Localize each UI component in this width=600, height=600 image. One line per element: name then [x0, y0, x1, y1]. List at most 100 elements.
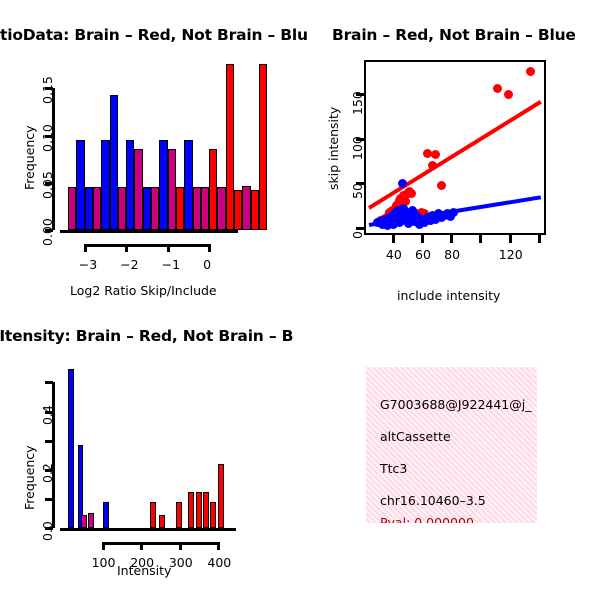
y-axis-tick-label: 0.4 — [40, 404, 55, 425]
y-axis-tick — [356, 226, 365, 230]
y-axis-tick-label: 0.0 — [40, 521, 55, 541]
x-axis-tick-label: 400 — [207, 555, 232, 570]
y-axis-tick-label: 150 — [350, 91, 365, 115]
y-axis-tick — [356, 182, 365, 186]
x-tick-rail — [84, 244, 210, 247]
histogram-bar — [209, 148, 218, 230]
x-axis-line — [60, 528, 236, 531]
panel-scatter-ylabel: skip intensity — [326, 106, 341, 190]
scatter-point — [448, 208, 458, 218]
info-event-type: altCassette — [380, 429, 451, 444]
panel-ratio-histogram: RatioData: Brain – Red, Not Brain – Blu … — [0, 0, 308, 310]
x-tick-rail — [102, 542, 219, 545]
y-axis-tick-label: 0 — [350, 230, 365, 239]
y-axis-line — [52, 382, 55, 528]
scatter-point — [437, 180, 447, 190]
scatter-point — [408, 205, 418, 215]
x-axis-tick — [450, 234, 454, 243]
x-axis-tick-label: −3 — [78, 257, 98, 272]
x-axis-tick-label: 0 — [203, 257, 212, 272]
histogram-bar — [196, 491, 202, 528]
info-gene-symbol: Ttc3 — [380, 461, 408, 476]
x-axis-tick — [479, 234, 483, 243]
histogram-bar — [117, 187, 127, 230]
x-axis-tick — [208, 244, 212, 252]
scatter-point — [394, 218, 404, 228]
y-axis-tick — [45, 134, 53, 138]
histogram-bar — [167, 148, 176, 230]
panel-ratio-histogram-title: RatioData: Brain – Red, Not Brain – Blu — [0, 26, 308, 44]
scatter-point — [422, 149, 432, 159]
histogram-bar — [76, 139, 85, 230]
gene-info-box: G7003688@J922441@j_ altCassette Ttc3 chr… — [366, 367, 537, 523]
x-axis-tick-label: 40 — [385, 247, 402, 262]
histogram-bar — [202, 491, 209, 528]
histogram-bar — [101, 139, 110, 230]
histogram-bar — [67, 369, 74, 528]
scatter-point — [406, 188, 416, 198]
scatter-point — [492, 84, 502, 94]
panel-ratio-histogram-xlabel: Log2 Ratio Skip/Include — [70, 283, 217, 298]
y-axis-tick — [45, 527, 53, 530]
histogram-bar — [81, 514, 88, 528]
y-axis-tick — [45, 381, 53, 385]
panel-intensity-histogram-title: ne Itensity: Brain – Red, Not Brain – B — [0, 327, 294, 345]
histogram-bar — [84, 187, 93, 230]
histogram-bar — [234, 190, 243, 230]
histogram-bar — [149, 501, 156, 528]
x-axis-tick — [392, 234, 396, 243]
histogram-bar — [242, 185, 251, 230]
y-axis-tick — [45, 497, 53, 501]
histogram-bar — [93, 187, 102, 230]
histogram-bar — [175, 187, 185, 230]
x-axis-tick-label: −2 — [120, 257, 139, 272]
x-axis-tick — [217, 542, 221, 550]
x-axis-tick — [125, 244, 129, 252]
scatter-plot-box — [364, 60, 546, 235]
info-pval: Pval: 0.000000 — [380, 515, 474, 523]
x-axis-tick-label: 60 — [415, 247, 431, 262]
histogram-bar — [68, 187, 77, 230]
y-axis-tick-label: 0.2 — [40, 462, 55, 483]
y-axis-tick-label: 0.05 — [40, 170, 55, 199]
y-axis-tick-label: 50 — [350, 183, 365, 200]
y-axis-tick-label: 0.00 — [40, 218, 55, 246]
histogram-bar — [175, 501, 182, 528]
panel-scatter-xlabel: include intensity — [397, 288, 501, 303]
histogram-bar — [77, 445, 84, 528]
x-axis-tick — [140, 542, 144, 550]
y-axis-tick — [45, 410, 53, 414]
y-axis-line — [52, 88, 55, 230]
y-axis-tick — [45, 468, 53, 472]
y-axis-tick — [45, 181, 53, 185]
histogram-bar — [142, 187, 152, 230]
scatter-point — [403, 219, 413, 229]
histogram-bar — [102, 501, 109, 528]
panel-info: G7003688@J922441@j_ altCassette Ttc3 chr… — [300, 310, 600, 600]
x-axis-tick — [101, 542, 105, 550]
regression-line — [367, 100, 542, 211]
y-axis-tick-label: 0.15 — [40, 76, 55, 105]
panel-ratio-histogram-plotarea: 0.00 0.05 0.10 0.15 −3 −2 −1 0 — [40, 60, 268, 272]
panel-intensity-histogram-plotarea: 0.0 0.2 0.4 100 200 300 400 — [40, 365, 236, 570]
scatter-point — [431, 214, 441, 224]
histogram-bar — [109, 95, 118, 230]
histogram-bar — [209, 501, 216, 528]
info-locus: chr16.10460–3.5 — [380, 493, 486, 508]
histogram-bar — [217, 187, 226, 230]
x-axis-tick-label: −1 — [161, 257, 181, 272]
scatter-point — [425, 216, 435, 226]
scatter-point — [399, 203, 409, 213]
scatter-point — [431, 150, 441, 160]
histogram-bar — [258, 63, 268, 230]
panel-scatter-plotarea: 0 50 100 150 40 60 80 120 — [350, 60, 546, 262]
x-axis-line — [60, 230, 238, 233]
x-axis-tick — [83, 244, 87, 252]
histogram-bar — [159, 139, 168, 230]
histogram-bar — [126, 139, 135, 230]
x-axis-tick-label: 120 — [498, 247, 523, 262]
y-axis-tick — [45, 87, 53, 91]
x-axis-tick-label: 300 — [168, 555, 193, 570]
histogram-bar — [151, 187, 160, 230]
